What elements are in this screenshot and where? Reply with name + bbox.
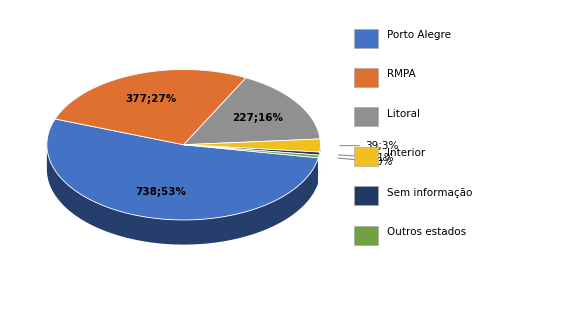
Text: 738;53%: 738;53% (135, 187, 186, 197)
Text: Litoral: Litoral (387, 109, 420, 119)
Text: 9;1%: 9;1% (339, 153, 394, 163)
Text: RMPA: RMPA (387, 69, 416, 79)
Bar (354, 147, 378, 166)
Polygon shape (47, 146, 318, 245)
Text: Porto Alegre: Porto Alegre (387, 30, 451, 40)
Polygon shape (184, 145, 319, 155)
Polygon shape (47, 119, 318, 220)
Bar (354, 68, 378, 87)
Polygon shape (184, 145, 319, 158)
Text: 227;16%: 227;16% (232, 113, 283, 123)
Text: Sem informação: Sem informação (387, 188, 472, 197)
Text: Outros estados: Outros estados (387, 227, 466, 237)
Polygon shape (319, 145, 321, 177)
Bar (354, 108, 378, 126)
Text: Interior: Interior (387, 148, 426, 158)
Bar (354, 226, 378, 245)
Polygon shape (184, 78, 320, 145)
Polygon shape (184, 139, 321, 152)
Polygon shape (55, 69, 246, 145)
Bar (354, 186, 378, 205)
Text: 377;27%: 377;27% (125, 94, 177, 104)
Text: 8,0%: 8,0% (338, 157, 393, 167)
Polygon shape (318, 155, 319, 182)
Text: 39;3%: 39;3% (340, 141, 399, 151)
Bar (354, 29, 378, 48)
